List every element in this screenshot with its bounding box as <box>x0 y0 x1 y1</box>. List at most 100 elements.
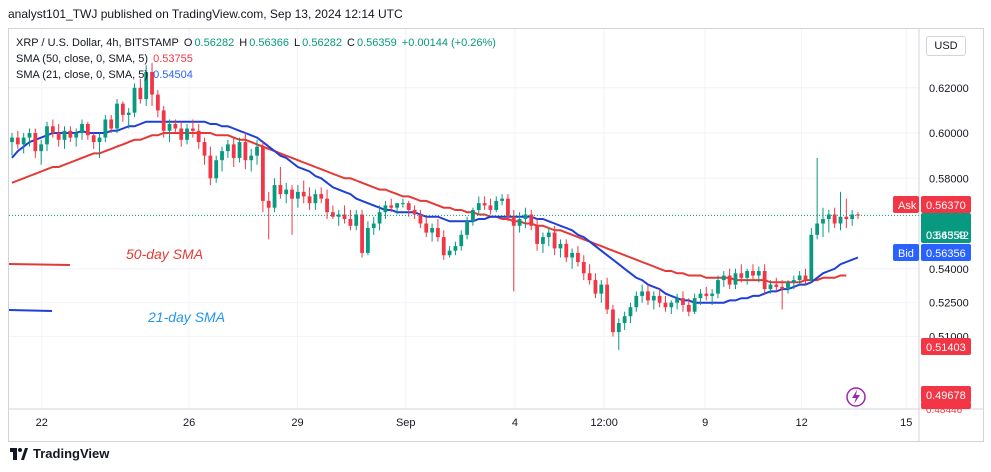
candle-body <box>126 112 131 115</box>
candle-body <box>62 130 67 140</box>
candle-body <box>803 275 808 281</box>
candle <box>202 137 207 165</box>
candle <box>821 207 825 238</box>
candle-body <box>768 284 773 290</box>
candle <box>646 284 650 305</box>
candle <box>576 246 580 267</box>
candle-body <box>225 144 230 152</box>
candle <box>844 198 849 229</box>
candle-body <box>552 232 557 249</box>
candle <box>727 268 732 290</box>
bid-price-tag-bg <box>921 244 971 261</box>
ask-label-tag-text: Ask <box>898 200 917 212</box>
candle-body <box>266 200 271 208</box>
candle-body <box>651 295 656 301</box>
candle-body <box>832 214 837 224</box>
candle-body <box>103 119 108 138</box>
candle <box>622 311 627 330</box>
candle-body <box>529 214 534 226</box>
x-tick-label: 12 <box>795 417 807 429</box>
candle-body <box>465 221 469 235</box>
candle <box>803 268 808 285</box>
x-tick-label: 29 <box>291 417 303 429</box>
candle <box>249 148 254 172</box>
candle-body <box>27 133 32 138</box>
candle <box>447 246 452 258</box>
candle <box>383 200 388 219</box>
candle-body <box>155 94 160 111</box>
candle-body <box>45 126 49 145</box>
candle <box>150 62 154 106</box>
legend-sma50-row: SMA (50, close, 0, SMA, 5) 0.53755 <box>16 51 498 67</box>
candle <box>716 275 720 299</box>
candle <box>319 187 324 204</box>
candle-body <box>208 155 213 179</box>
candle <box>762 264 767 294</box>
candle-body <box>15 137 20 145</box>
candle <box>237 137 242 163</box>
candle <box>511 209 516 292</box>
currency-button[interactable]: USD <box>926 36 966 56</box>
candle <box>45 121 49 152</box>
candle-body <box>821 219 825 224</box>
candle <box>260 142 265 213</box>
candle <box>710 289 715 305</box>
legend-close: 0.56359 <box>356 37 397 49</box>
candle <box>774 277 779 292</box>
candle-body <box>74 133 79 138</box>
legend-low-label: L <box>294 37 301 49</box>
candle-body <box>319 194 324 199</box>
candle-body <box>418 214 423 224</box>
candle <box>331 205 335 219</box>
candle-body <box>272 185 277 208</box>
candle <box>167 119 172 143</box>
candle-body <box>628 307 633 317</box>
candle-body <box>576 252 580 262</box>
y-tick-label: 0.54000 <box>929 264 969 276</box>
candle-body <box>844 216 849 219</box>
candle <box>581 255 586 281</box>
candles <box>10 62 860 351</box>
candle <box>80 119 84 140</box>
candle <box>651 291 656 310</box>
candle <box>786 280 790 294</box>
footer-brand[interactable]: TradingView <box>10 446 109 461</box>
candle-body <box>541 237 545 244</box>
candle <box>155 90 160 118</box>
candle <box>231 137 236 167</box>
legend-open: 0.56282 <box>194 37 235 49</box>
candle <box>616 318 621 351</box>
legend-close-label: C <box>347 37 355 49</box>
x-tick-label: 12:00 <box>590 417 618 429</box>
candle <box>290 185 294 235</box>
x-tick-label: 22 <box>36 417 48 429</box>
level1-tag-bg <box>921 338 971 355</box>
candle-body <box>698 293 703 299</box>
candle <box>243 133 248 170</box>
candle-body <box>797 275 802 281</box>
legend-change: +0.00144 (+0.26%) <box>401 37 496 49</box>
candle <box>815 157 820 240</box>
candle <box>465 216 469 240</box>
candle-body <box>85 124 90 136</box>
x-tick-label: 4 <box>512 417 518 429</box>
candle-body <box>190 128 195 131</box>
candle-body <box>50 126 55 134</box>
candle-body <box>150 71 154 95</box>
candle <box>284 182 289 204</box>
legend-sma50-value: 0.53755 <box>153 53 193 65</box>
candle <box>10 133 14 156</box>
candle-body <box>91 135 96 143</box>
candle <box>768 280 773 294</box>
ask-label-tag-bg <box>893 196 919 213</box>
candle <box>91 133 96 149</box>
candle <box>214 155 219 183</box>
candle-body <box>453 246 458 251</box>
candle-body <box>780 286 785 290</box>
candle <box>436 219 440 242</box>
axes: 0.620000.600000.580000.540000.525000.510… <box>8 29 983 441</box>
candle <box>342 205 347 224</box>
candle <box>471 207 475 226</box>
candle <box>826 209 831 233</box>
